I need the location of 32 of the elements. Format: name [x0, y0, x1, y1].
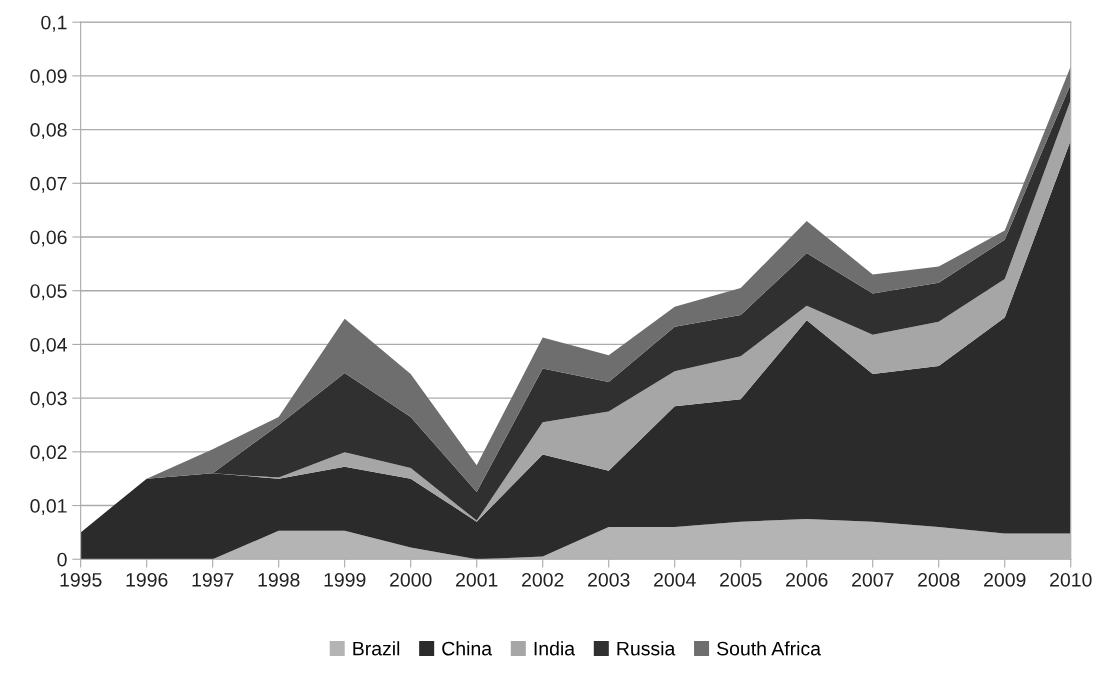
x-tick-label: 2000 — [390, 572, 432, 587]
legend-label: China — [442, 641, 493, 656]
x-tick-label: 2007 — [852, 572, 894, 587]
x-tick-label: 2006 — [786, 572, 828, 587]
x-tick-label: 2003 — [588, 572, 630, 587]
y-tick-label: 0,03 — [30, 391, 67, 408]
x-tick-label: 1998 — [258, 572, 300, 587]
y-tick-label: 0,08 — [30, 123, 67, 140]
y-tick-label: 0,09 — [30, 69, 67, 86]
x-tick-label: 2004 — [654, 572, 696, 587]
y-tick-label: 0,06 — [30, 230, 67, 247]
legend-label: Brazil — [353, 641, 400, 656]
legend-label: South Africa — [717, 641, 821, 656]
y-tick-label: 0,04 — [30, 337, 67, 354]
x-tick-label: 1996 — [126, 572, 168, 587]
y-tick-label: 0,02 — [30, 445, 67, 462]
y-tick-label: 0,01 — [30, 499, 67, 516]
x-tick-label: 2005 — [720, 572, 762, 587]
x-tick-label: 2002 — [522, 572, 564, 587]
x-tick-label: 2001 — [456, 572, 498, 587]
y-tick-label: 0 — [57, 552, 67, 567]
x-tick-label: 2008 — [918, 572, 960, 587]
y-tick-label: 0,07 — [30, 176, 67, 193]
y-tick-label: 0,05 — [30, 284, 67, 301]
legend-label: India — [534, 641, 576, 656]
x-tick-label: 2010 — [1050, 572, 1092, 587]
y-tick-label: 0,1 — [41, 15, 67, 32]
x-tick-label: 2009 — [984, 572, 1026, 587]
x-tick-label: 1995 — [60, 572, 102, 587]
x-tick-label: 1997 — [192, 572, 234, 587]
x-tick-label: 1999 — [324, 572, 366, 587]
legend-label: Russia — [617, 641, 676, 656]
